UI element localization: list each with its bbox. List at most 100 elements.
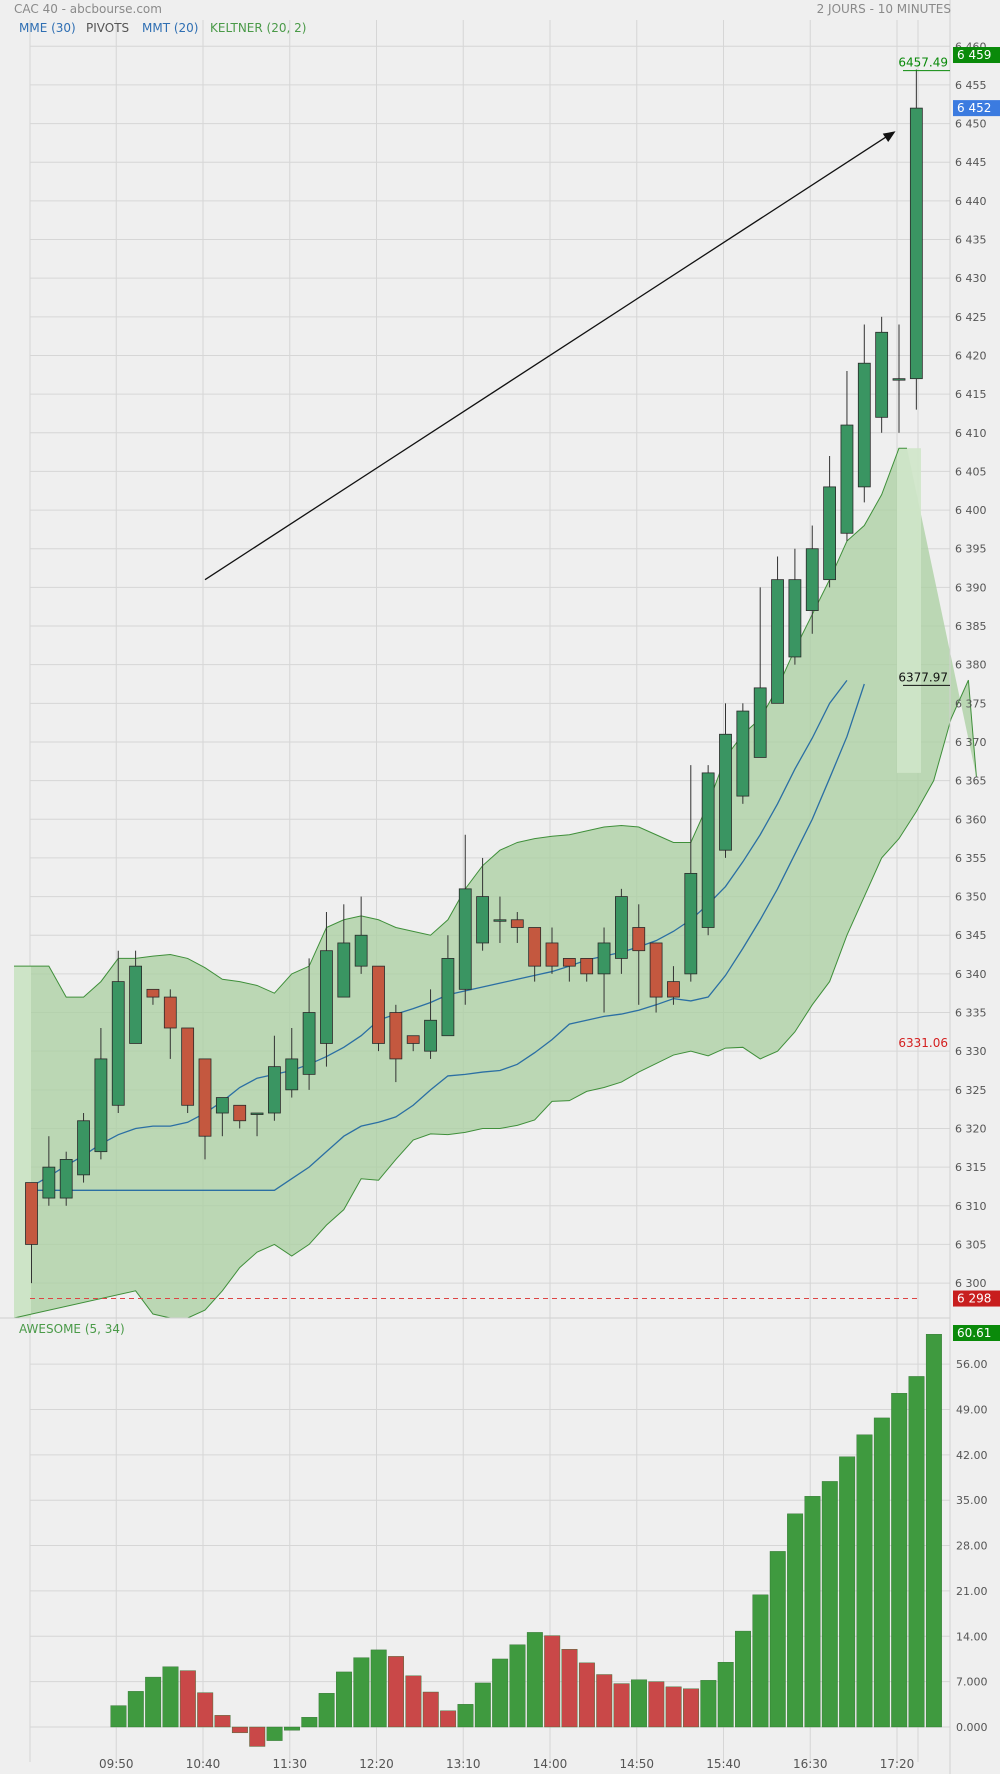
ao-bar (509, 1644, 526, 1728)
candle-body (753, 687, 767, 758)
keltner-lower-line (13, 679, 977, 1319)
ao-bar (370, 1649, 387, 1728)
candle-body (649, 942, 663, 998)
candle-body (684, 872, 698, 975)
ma-value-label: 6377.97 (898, 670, 948, 684)
ao-bar (804, 1496, 821, 1728)
ao-bar (492, 1658, 509, 1728)
ao-tick-label: 7.000 (956, 1676, 988, 1689)
candle-body (458, 888, 472, 990)
ao-bar (856, 1434, 873, 1728)
candle-body (302, 1012, 316, 1075)
price-tick-label: 6 445 (955, 156, 987, 169)
price-tick-label: 6 330 (955, 1045, 987, 1058)
ao-bar (925, 1334, 942, 1728)
price-tick-label: 6 420 (955, 349, 987, 362)
ao-bar (821, 1481, 838, 1728)
ao-bar (735, 1630, 751, 1728)
legend-pivots[interactable]: PIVOTS (86, 21, 129, 35)
candle-body (892, 378, 906, 381)
price-tick-label: 6 345 (955, 929, 987, 942)
price-tick-label: 6 355 (955, 852, 987, 865)
badge-high: 6 459 (953, 47, 1000, 64)
price-tick-label: 6 455 (955, 79, 987, 92)
candle-body (337, 942, 351, 998)
candle-body (597, 942, 611, 975)
trend-arrow-head (882, 131, 896, 143)
legend-mmt[interactable]: MMT (20) (142, 21, 198, 35)
candle-body (441, 958, 455, 1037)
ao-bar (891, 1393, 908, 1728)
time-tick-label: 13:10 (446, 1757, 481, 1771)
candle-body (667, 981, 680, 998)
ao-bar (162, 1666, 179, 1728)
price-tick-label: 6 340 (955, 968, 987, 981)
legend-mme[interactable]: MME (30) (19, 21, 76, 35)
candle-body (823, 486, 836, 581)
ao-bar (648, 1681, 665, 1728)
candle-body (354, 934, 368, 967)
ao-bar (440, 1710, 457, 1728)
candle-body (632, 927, 646, 952)
price-tick-label: 6 390 (955, 581, 987, 594)
ao-bar (717, 1661, 734, 1728)
keltner-band (13, 447, 977, 1319)
ao-bar (631, 1679, 647, 1728)
candle-body (615, 896, 628, 959)
ao-bar (284, 1726, 300, 1731)
ao-bar (336, 1671, 352, 1728)
badge-low: 6 298 (953, 1290, 1000, 1307)
candle-body (215, 1097, 229, 1114)
ao-bar (318, 1693, 335, 1728)
candle-body (163, 996, 177, 1029)
time-tick-label: 15:40 (706, 1757, 741, 1771)
ao-bar (266, 1726, 283, 1741)
candle-body (129, 965, 143, 1044)
ao-bar (145, 1676, 162, 1728)
time-axis: 09:50 10:40 11:30 12:20 13:10 14:00 14:50 15:40… (99, 1757, 914, 1771)
ao-bar (301, 1717, 318, 1728)
ao-bar (474, 1682, 491, 1728)
candle-body (406, 1035, 420, 1044)
price-tick-label: 6 440 (955, 195, 987, 208)
ao-bar (197, 1692, 214, 1728)
ao-bar (457, 1704, 474, 1728)
candle-body (77, 1120, 90, 1176)
ao-bar (214, 1715, 231, 1728)
ao-bar (665, 1686, 682, 1728)
candle-body (510, 919, 524, 928)
price-tick-label: 6 380 (955, 659, 987, 672)
candle-body (840, 424, 854, 534)
candle-body (788, 579, 802, 658)
price-tick-label: 6 450 (955, 118, 987, 131)
price-tick-label: 6 305 (955, 1238, 987, 1251)
ao-tick-label: 28.00 (956, 1540, 988, 1553)
candle-body (424, 1019, 437, 1052)
keltner-fill (14, 448, 977, 1318)
ao-tick-label: 21.00 (956, 1585, 988, 1598)
price-tick-label: 6 400 (955, 504, 987, 517)
ao-axis: 0.000 7.000 14.00 21.00 28.00 35.00 42.00 49.00… (956, 1358, 988, 1734)
legend-keltner[interactable]: KELTNER (20, 2) (210, 21, 306, 35)
price-tick-label: 6 320 (955, 1122, 987, 1135)
keltner-left-edge (14, 966, 31, 1318)
ao-tick-label: 14.00 (956, 1630, 988, 1643)
candle-body (545, 942, 559, 967)
time-tick-label: 17:20 (880, 1757, 915, 1771)
candle-body (909, 107, 923, 380)
ao-bar (179, 1670, 196, 1728)
ao-bar (388, 1656, 404, 1728)
candle-body (562, 958, 576, 967)
time-tick-label: 09:50 (99, 1757, 134, 1771)
period-label: 2 JOURS - 10 MINUTES (817, 2, 951, 16)
candle-body (181, 1027, 195, 1106)
legend-awesome[interactable]: AWESOME (5, 34) (19, 1322, 125, 1336)
candle-body (719, 733, 732, 851)
price-tick-label: 6 415 (955, 388, 987, 401)
ao-bar (110, 1705, 127, 1728)
ao-bar (596, 1674, 613, 1728)
trend-arrow (204, 134, 890, 581)
price-tick-label: 6 335 (955, 1007, 987, 1020)
candle-body (771, 579, 784, 704)
ao-bar (908, 1376, 925, 1728)
